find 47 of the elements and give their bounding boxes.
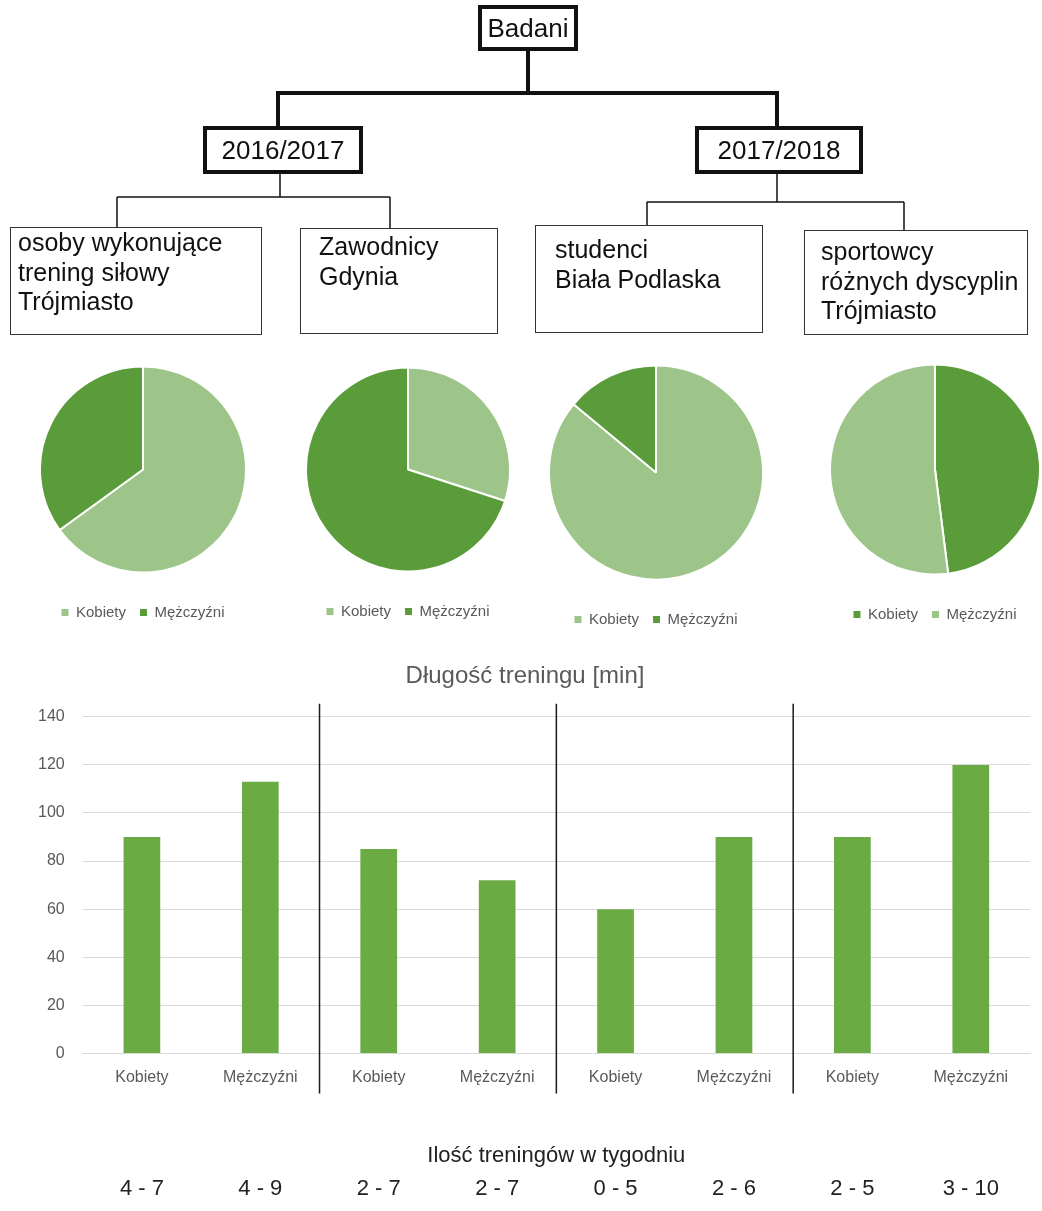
bar (834, 837, 871, 1053)
x-axis-title: Ilość treningów w tygodniu (427, 1141, 686, 1167)
legend-label: Mężczyźni (154, 602, 225, 620)
x-tick-label: Mężczyźni (696, 1068, 772, 1086)
legend-label: Mężczyźni (946, 604, 1017, 622)
y-tick-label: 100 (37, 803, 65, 821)
text: Badani (478, 5, 578, 51)
text: 0 - 5 (593, 1175, 638, 1201)
y-tick-label: 0 (55, 1043, 65, 1061)
y-tick-label: 120 (37, 755, 65, 773)
x-tick-label: Mężczyźni (459, 1068, 535, 1086)
y-tick-label: 140 (37, 707, 65, 725)
x-tick-label: Kobiety (588, 1068, 643, 1086)
x-tick-label: Kobiety (115, 1068, 169, 1086)
legend-label: Kobiety (867, 604, 919, 622)
text: 4 - 9 (238, 1175, 283, 1201)
bar (715, 837, 753, 1053)
text: 2 - 7 (356, 1175, 401, 1201)
x-tick-label: Mężczyźni (222, 1068, 298, 1086)
legend-label: Kobiety (588, 609, 640, 627)
text: 2 - 7 (475, 1175, 520, 1201)
y-tick-label: 80 (46, 851, 65, 869)
legend-label: Kobiety (75, 602, 127, 620)
x-tick-label: Kobiety (352, 1068, 406, 1086)
bar (952, 764, 990, 1053)
legend-label: Mężczyźni (419, 601, 490, 619)
chart-title: Zawodnicy Gdynia (300, 228, 498, 334)
text: 4 - 7 (119, 1175, 164, 1201)
x-tick-label: Kobiety (825, 1068, 880, 1086)
y-tick-label: 60 (46, 899, 65, 917)
bar (123, 837, 161, 1053)
legend-label: Kobiety (340, 601, 392, 619)
bar (360, 849, 398, 1053)
chart-title: studenci Biała Podlaska (535, 225, 763, 333)
y-tick-label: 20 (46, 995, 65, 1013)
chart-title: sportowcy różnych dyscyplin Trójmiasto (804, 230, 1028, 335)
bar (478, 880, 516, 1053)
bar (597, 909, 634, 1053)
legend-label: Mężczyźni (667, 609, 738, 627)
bar (241, 781, 279, 1053)
chart-title: osoby wykonujące trening siłowy Trójmiasto (10, 227, 262, 335)
text: 3 - 10 (942, 1175, 999, 1201)
chart-title: Długość treningu [min] (405, 661, 645, 689)
text: 2 - 6 (711, 1175, 756, 1201)
text: 2 - 5 (830, 1175, 875, 1201)
x-tick-label: Mężczyźni (933, 1068, 1009, 1086)
y-tick-label: 40 (46, 947, 65, 965)
